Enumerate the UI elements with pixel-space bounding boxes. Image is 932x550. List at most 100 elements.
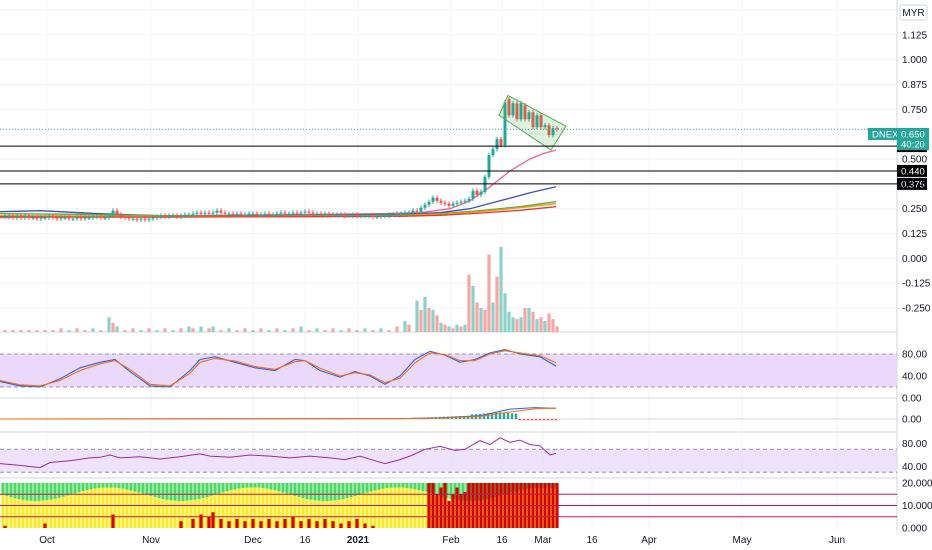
candle-body	[75, 217, 79, 219]
indicator-green-column	[325, 483, 329, 501]
indicator-red-bar	[347, 521, 351, 528]
indicator-green-column	[529, 483, 533, 489]
candle-body	[555, 128, 559, 130]
indicator-red-bar	[331, 521, 335, 528]
indicator-yellow-column	[453, 499, 457, 528]
candle-body	[543, 125, 547, 128]
indicator-green-column	[437, 483, 441, 496]
volume-bar	[527, 307, 531, 332]
indicator-green-column	[117, 483, 121, 489]
indicator-green-column	[37, 483, 41, 501]
level-tag-label: 0.375	[901, 179, 925, 190]
indicator-green-column	[357, 483, 361, 495]
indicator-yellow-column	[241, 488, 245, 528]
indicator-green-column	[29, 483, 33, 501]
currency-box[interactable]: MYR	[899, 4, 928, 21]
volume-bar	[499, 247, 503, 332]
volume-bar	[35, 330, 39, 332]
price-tick-label: 1.000	[902, 55, 927, 66]
volume-bar	[339, 330, 343, 332]
volume-bar	[267, 330, 271, 332]
candle-body	[239, 213, 243, 215]
volume-bar	[3, 330, 7, 332]
indicator-green-column	[177, 483, 181, 501]
volume-bar	[543, 320, 547, 332]
indicator-yellow-column	[393, 487, 397, 528]
indicator-green-column	[397, 483, 401, 488]
volume-bar	[227, 328, 231, 332]
indicator-red-bar	[191, 519, 195, 528]
macd-histogram-bar	[526, 419, 530, 421]
indicator-green-column	[197, 483, 201, 499]
indicator-green-column	[25, 483, 29, 501]
indicator-green-column	[253, 483, 257, 488]
candle-body	[99, 216, 103, 218]
indicator-green-column	[113, 483, 117, 488]
volume-bar	[523, 307, 527, 332]
indicator-green-column	[505, 483, 509, 494]
indicator-yellow-column	[461, 500, 465, 528]
time-tick-label: Feb	[442, 535, 460, 546]
price-tick-label: 0.375	[902, 179, 927, 190]
indicator-green-column	[125, 483, 129, 490]
indicator-red-bar	[451, 494, 455, 528]
rsi-tick-label: 40.00	[902, 462, 927, 473]
macd-histogram-bar	[554, 419, 558, 421]
time-tick-label: 16	[299, 535, 311, 546]
candle-body	[447, 203, 451, 206]
price-tick-label: 0.250	[902, 204, 927, 215]
indicator-yellow-column	[153, 497, 157, 528]
macd-tick-label: 0.00	[902, 415, 922, 426]
volume-bar	[447, 326, 451, 332]
indicator-yellow-column	[145, 494, 149, 528]
time-tick-label: Oct	[39, 535, 55, 546]
indicator-green-column	[305, 483, 309, 500]
indicator-green-column	[281, 483, 285, 493]
indicator-yellow-column	[209, 495, 213, 528]
candle-body	[27, 216, 31, 218]
candle-body	[371, 215, 375, 217]
level-tag-0.375	[897, 177, 927, 190]
indicator-yellow-column	[449, 498, 453, 528]
indicator-red-bar	[235, 519, 239, 528]
indicator-green-column	[145, 483, 149, 495]
indicator-yellow-column	[41, 500, 45, 528]
candle-body	[115, 210, 119, 215]
indicator-green-column	[549, 483, 553, 489]
indicator-yellow-column	[221, 492, 225, 528]
indicator-yellow-column	[193, 499, 197, 528]
indicator-yellow-column	[201, 498, 205, 528]
candle-body	[535, 115, 539, 128]
volume-bar	[423, 296, 427, 332]
indicator-yellow-column	[141, 493, 145, 528]
indicator-yellow-column	[501, 495, 505, 528]
indicator-yellow-column	[549, 488, 553, 528]
volume-bar	[75, 328, 79, 332]
indicator-green-column	[537, 483, 541, 488]
indicator-green-column	[297, 483, 301, 498]
indicator-green-column	[221, 483, 225, 493]
indicator-green-column	[141, 483, 145, 494]
candle-body	[479, 191, 483, 195]
indicator-yellow-column	[497, 496, 501, 528]
indicator-yellow-column	[225, 491, 229, 528]
indicator-red-bar	[439, 487, 443, 528]
indicator-green-column	[469, 483, 473, 501]
indicator-green-column	[185, 483, 189, 501]
volume-bar	[463, 324, 467, 332]
indicator-green-column	[453, 483, 457, 500]
indicator-panels	[0, 0, 898, 530]
indicator-yellow-column	[293, 495, 297, 528]
candle-body	[351, 214, 355, 216]
indicator-green-column	[65, 483, 69, 496]
indicator-yellow-column	[349, 497, 353, 528]
macd-histogram-bar	[546, 419, 550, 421]
candle-body	[11, 216, 15, 218]
indicator-yellow-column	[509, 492, 513, 528]
indicator-green-column	[445, 483, 449, 498]
stoch-tick-label: 40.00	[902, 372, 927, 383]
indicator-red-bar	[435, 494, 439, 528]
candle-body	[251, 213, 255, 215]
indicator-green-column	[109, 483, 113, 488]
